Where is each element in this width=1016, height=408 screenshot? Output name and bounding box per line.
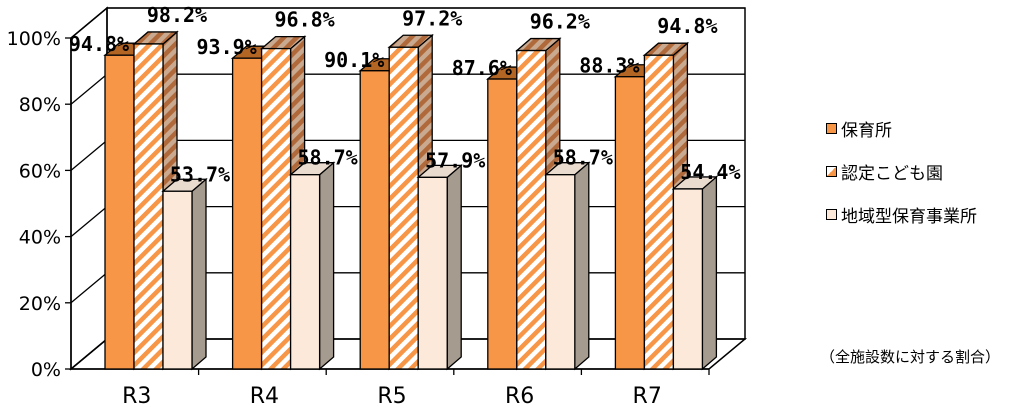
bar-nintei — [260, 47, 292, 370]
bar-chiikigata-side — [701, 175, 718, 371]
x-tick-label: R5 — [377, 384, 406, 408]
x-tick-label: R4 — [250, 384, 279, 408]
bar-hoikusho — [614, 76, 646, 370]
gridline-side — [70, 139, 108, 171]
data-label: 96.2% — [530, 10, 590, 34]
bar-chiikigata-side — [446, 163, 462, 371]
gridline-side — [70, 272, 108, 304]
data-label: 57.9% — [425, 148, 485, 172]
bar-nintei — [516, 49, 547, 370]
legend-label: 認定こども園 — [841, 163, 943, 184]
bar-chiikigata — [545, 174, 576, 370]
data-label: 53.7% — [170, 162, 230, 186]
data-label: 88.3% — [579, 54, 639, 78]
legend-swatch-chiikigata — [826, 208, 837, 220]
data-label: 58.7% — [297, 146, 357, 170]
gridline-side — [70, 206, 108, 238]
x-tick-label: R6 — [505, 384, 534, 408]
bars — [103, 30, 719, 371]
legend: 保育所 認定こども園 地域型保育事業所 — [826, 118, 977, 247]
bar-chiikigata — [417, 176, 448, 370]
bar-chiikigata-side — [191, 177, 207, 371]
y-tick-label: 0% — [31, 359, 61, 381]
legend-label: 地域型保育事業所 — [841, 206, 977, 227]
bar-nintei — [643, 54, 675, 370]
legend-item: 保育所 — [826, 118, 977, 141]
y-tick-label: 60% — [19, 160, 61, 182]
data-label: 58.7% — [553, 146, 613, 170]
bar-nintei — [388, 46, 419, 370]
bar-hoikusho — [231, 57, 263, 370]
left-wall — [70, 6, 108, 371]
data-label: 94.8% — [69, 32, 129, 56]
bar-chiikigata — [289, 174, 321, 370]
data-label: 87.6% — [452, 56, 512, 80]
chart-note: （全施設数に対する割合） — [820, 348, 1001, 366]
bar-chiikigata — [672, 188, 704, 370]
legend-label: 保育所 — [841, 120, 892, 141]
bar-chiikigata-side — [318, 161, 335, 371]
data-label: 97.2% — [402, 6, 462, 30]
bar-nintei — [133, 43, 164, 370]
y-tick-label: 80% — [19, 94, 61, 116]
data-labels: 94.8% 98.2% 53.7% 93.9% 96.8% 58.7% 90.1% 97.2%… — [69, 3, 741, 186]
data-label: 98.2% — [147, 3, 207, 27]
x-tick-label: R3 — [122, 384, 151, 408]
data-label: 54.4% — [680, 160, 740, 184]
legend-swatch-nintei — [826, 165, 837, 177]
data-label: 90.1% — [324, 48, 384, 72]
gridline-side — [70, 7, 108, 39]
x-tick-label: R7 — [633, 384, 662, 408]
legend-swatch-hoikusho — [826, 122, 837, 134]
bar-hoikusho — [487, 78, 518, 370]
data-label: 93.9% — [196, 35, 256, 59]
bar-chiikigata — [162, 190, 193, 370]
legend-item: 認定こども園 — [826, 161, 977, 184]
bar-chiikigata-side — [574, 161, 590, 371]
data-label: 96.8% — [274, 8, 334, 32]
bar-hoikusho — [104, 54, 135, 370]
y-tick-label: 40% — [19, 227, 61, 249]
y-tick-label: 20% — [19, 293, 61, 315]
gridline-side — [70, 73, 108, 105]
bar-hoikusho — [359, 70, 390, 370]
data-label: 94.8% — [657, 14, 717, 38]
legend-item: 地域型保育事業所 — [826, 204, 977, 227]
y-tick-label: 100% — [7, 28, 61, 50]
